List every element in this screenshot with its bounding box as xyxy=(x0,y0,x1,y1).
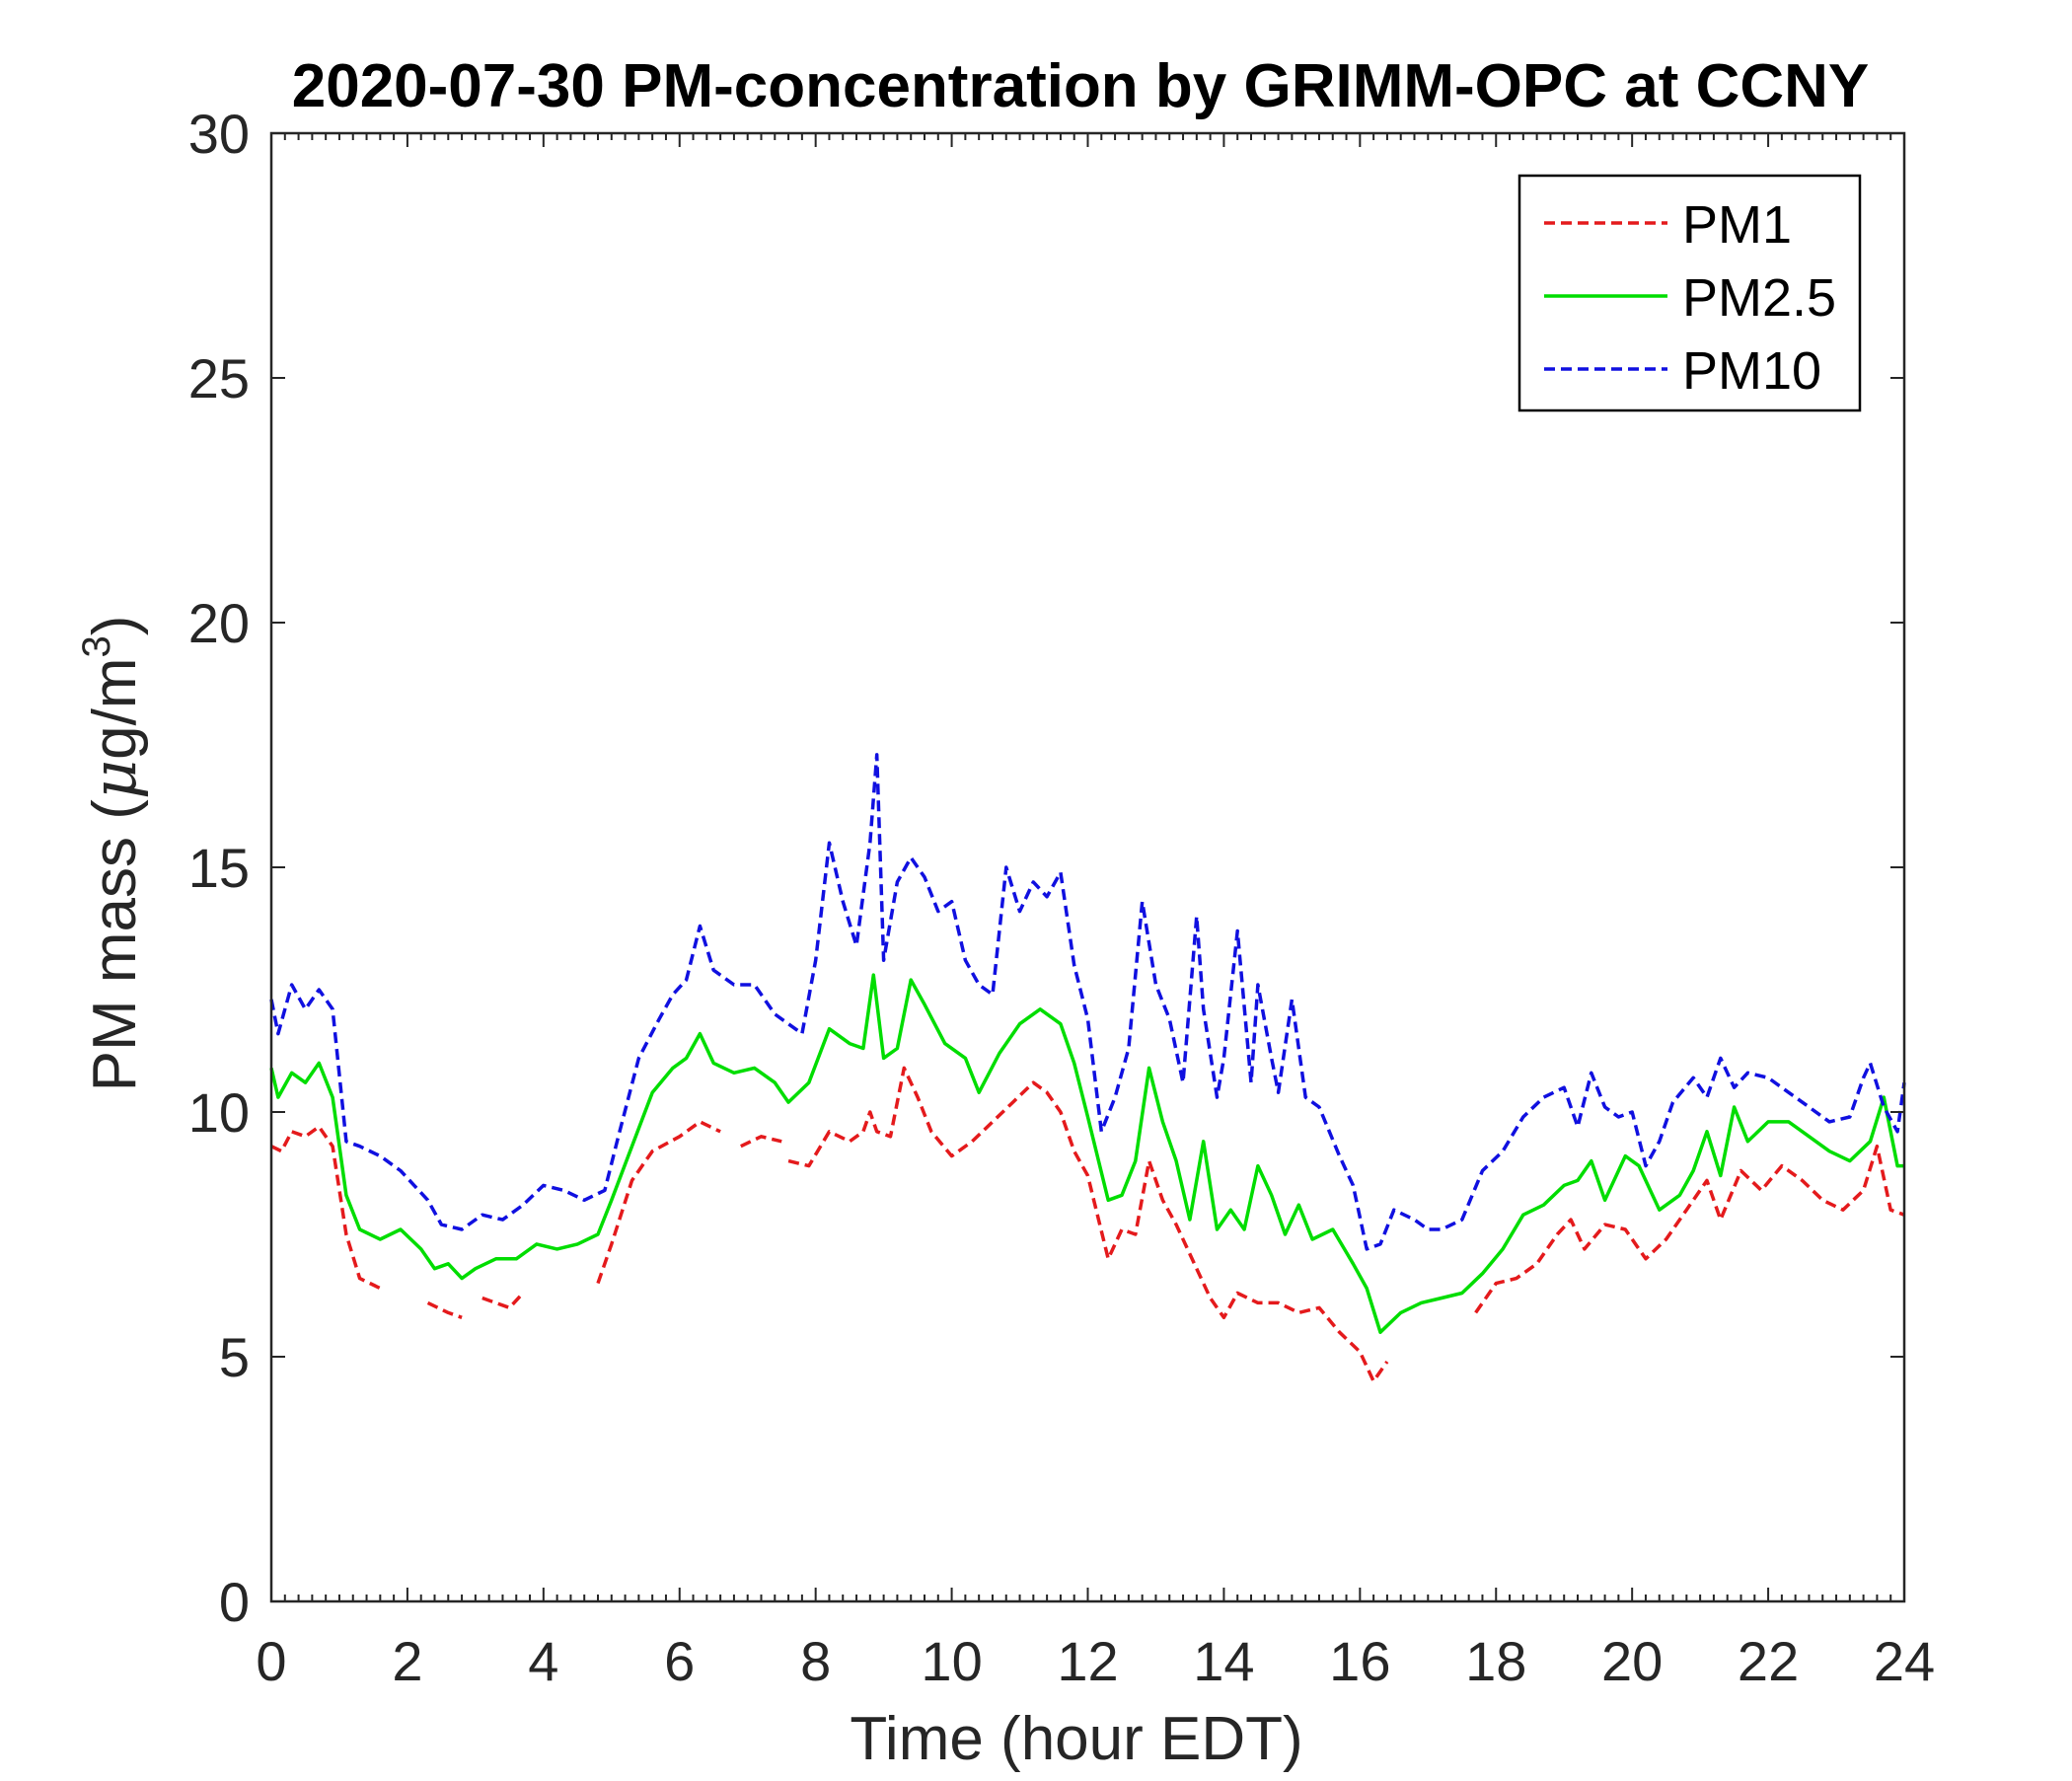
y-axis-label: PM mass (μg/m3) xyxy=(75,616,150,1092)
y-tick-label: 15 xyxy=(188,837,250,899)
y-axis-label-prefix: PM mass ( xyxy=(81,799,149,1092)
y-tick-label: 30 xyxy=(188,103,250,165)
series-line-pm10 xyxy=(269,753,1906,1251)
x-tick-label: 0 xyxy=(256,1630,286,1692)
legend-label-pm1: PM1 xyxy=(1682,195,1792,255)
x-tick-label: 6 xyxy=(664,1630,695,1692)
legend: PM1 PM2.5 PM10 xyxy=(1517,174,1862,412)
x-tick-label: 24 xyxy=(1874,1630,1935,1692)
x-tick-label: 2 xyxy=(392,1630,422,1692)
x-tick-label: 10 xyxy=(921,1630,982,1692)
x-tick-label: 12 xyxy=(1057,1630,1118,1692)
legend-label-pm25: PM2.5 xyxy=(1682,268,1836,328)
x-tick-label: 18 xyxy=(1465,1630,1526,1692)
x-tick-label: 20 xyxy=(1601,1630,1663,1692)
x-tick-label: 14 xyxy=(1193,1630,1254,1692)
chart-title: 2020-07-30 PM-concentration by GRIMM-OPC… xyxy=(292,52,1870,120)
legend-label-pm10: PM10 xyxy=(1682,341,1821,401)
x-tick-label: 4 xyxy=(528,1630,558,1692)
y-axis-label-suffix: ) xyxy=(81,616,149,636)
series-line-pm25 xyxy=(269,973,1904,1334)
y-tick-label: 25 xyxy=(188,347,250,409)
y-axis-label-sup: 3 xyxy=(75,635,118,657)
series-line-pm1 xyxy=(270,1066,1905,1383)
x-tick-label: 8 xyxy=(800,1630,831,1692)
x-tick-label: 22 xyxy=(1738,1630,1799,1692)
plot-area xyxy=(269,753,1906,1383)
y-axis-label-mu: μ xyxy=(78,760,150,799)
y-tick-label: 5 xyxy=(219,1326,250,1388)
y-tick-label: 20 xyxy=(188,592,250,654)
legend-box xyxy=(1517,174,1862,412)
y-axis-label-unit: g/m xyxy=(81,658,149,760)
x-tick-label: 16 xyxy=(1329,1630,1390,1692)
y-tick-label: 10 xyxy=(188,1081,250,1144)
y-tick-label: 0 xyxy=(219,1571,250,1633)
x-axis-label: Time (hour EDT) xyxy=(850,1705,1302,1773)
